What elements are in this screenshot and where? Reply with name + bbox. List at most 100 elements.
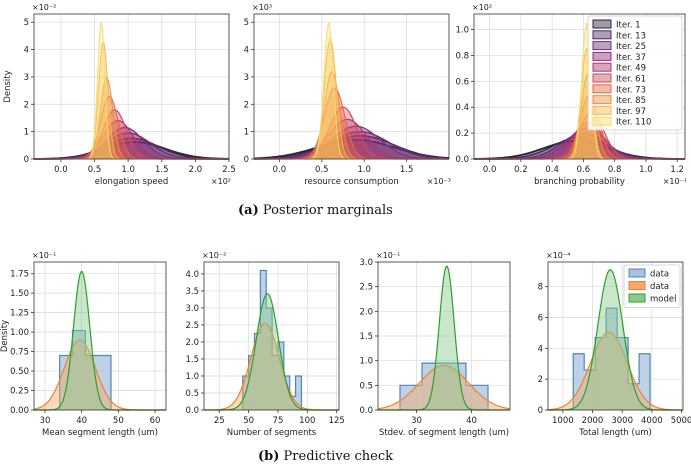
x-tick-label: 30 xyxy=(411,416,422,426)
x-tick-label: 40 xyxy=(76,416,87,426)
y-tick-label: 4 xyxy=(244,46,249,56)
y-tick-label: 0.5 xyxy=(359,381,373,391)
density-fill-8 xyxy=(474,73,685,159)
y-tick-label: 4 xyxy=(24,46,29,56)
x-tick-label: 1.2 xyxy=(670,165,684,175)
y-tick-label: 4 xyxy=(538,344,543,354)
data-kde-fill xyxy=(548,332,683,410)
legend-label-10: Iter. 110 xyxy=(616,118,651,128)
x-tick-label: 1.0 xyxy=(639,165,653,175)
y-tick-label: 2.5 xyxy=(185,321,199,331)
y-tick-label: 0 xyxy=(538,406,543,416)
y-tick-label: 1.0 xyxy=(185,372,199,382)
y-tick-label: 1.0 xyxy=(359,357,373,367)
y-tick-label: 0.8 xyxy=(455,51,469,61)
legend-swatch-3 xyxy=(592,41,612,51)
y-tick-label: 1.00 xyxy=(10,328,29,338)
chart-b2: 25 50 75 100 125 0.0 0.5 1.0 1.5 2.0 2.5 3.0 3.5 4.0 N… xyxy=(185,251,344,438)
hist-step xyxy=(572,307,651,410)
y-tick-label: 3 xyxy=(244,73,249,83)
density-fill-9 xyxy=(474,49,685,159)
y-tick-label: 2.5 xyxy=(359,283,373,293)
x-tick-label: 0.8 xyxy=(608,165,622,175)
y-tick-label: 0.4 xyxy=(455,103,469,113)
y-tick-label: 0.50 xyxy=(10,367,29,377)
y-tick-label: 2.0 xyxy=(185,338,199,348)
density-fill-2 xyxy=(474,137,685,159)
hist-bar xyxy=(584,369,596,410)
legend-label-9: Iter. 97 xyxy=(616,107,646,117)
x-tick-label: 1000 xyxy=(552,416,574,426)
y-tick-label: 1.25 xyxy=(10,309,29,319)
density-fill-5 xyxy=(474,122,685,159)
data-kde-fill xyxy=(204,323,339,410)
caption-b-tag: (b) xyxy=(258,449,280,464)
model-kde-fill xyxy=(204,293,339,410)
legend-swatch-8 xyxy=(592,95,612,105)
hist-bar xyxy=(466,385,488,410)
chart-a2: 0.0 0.5 1.0 1.5 0 1 2 3 4 5 resource consumption ×1… xyxy=(244,3,451,187)
y-tick-label: 3 xyxy=(24,73,29,83)
x-tick-label: 40 xyxy=(466,416,477,426)
hist-bar xyxy=(639,353,651,410)
y-tick-label: 3.5 xyxy=(185,287,199,297)
hist-bar xyxy=(266,307,273,410)
x-axis-label: Number of segments xyxy=(227,428,317,438)
plot-frame xyxy=(203,261,340,411)
y-tick-label: 0.25 xyxy=(10,387,29,397)
y-scale-label: ×10⁻⁴ xyxy=(546,251,570,260)
hist-bar xyxy=(248,355,255,410)
density-fill-6 xyxy=(254,107,449,159)
legend-swatch-10 xyxy=(592,116,612,126)
y-tick-label: 1 xyxy=(244,128,249,138)
hist-step xyxy=(59,329,112,410)
y-tick-label: 2 xyxy=(538,375,543,385)
density-fill-2 xyxy=(34,138,229,159)
x-axis-label: elongation speed xyxy=(95,177,168,187)
hist-step xyxy=(399,362,489,410)
legend-swatch-5 xyxy=(592,62,612,72)
legend-swatch-3 xyxy=(628,293,646,303)
x-scale-label: ×10⁻³ xyxy=(427,177,451,186)
density-fill-3 xyxy=(34,133,229,159)
x-tick-label: 0.6 xyxy=(577,165,591,175)
caption-a-text: Posterior marginals xyxy=(262,203,393,218)
x-axis-label: resource consumption xyxy=(304,177,399,187)
x-tick-label: 3000 xyxy=(611,416,633,426)
density-line-2 xyxy=(254,134,450,160)
density-fill-5 xyxy=(254,119,449,159)
chart-a1: 0.0 0.5 1.0 1.5 2.0 2.5 0 1 2 3 4 5 elongation speed… xyxy=(3,3,236,187)
y-scale-label: ×10⁻² xyxy=(32,3,56,12)
chart-b3: 30 40 0.0 0.5 1.0 1.5 2.0 2.5 3.0 Stdev. of segme… xyxy=(359,251,511,438)
chart-b4: 1000 2000 3000 4000 5000 0 2 4 6 8 Total length (u… xyxy=(538,251,691,438)
density-fill-6 xyxy=(474,112,685,159)
hist-bar xyxy=(628,383,640,410)
x-axis-label: Mean segment length (um) xyxy=(42,428,158,438)
density-fill-3 xyxy=(474,133,685,159)
y-tick-label: 2 xyxy=(24,100,29,110)
data-kde-fill xyxy=(34,339,166,410)
x-tick-label: 0.5 xyxy=(315,165,329,175)
plot-frame xyxy=(253,13,450,160)
y-tick-label: 4.0 xyxy=(185,270,199,280)
legend-swatch-2 xyxy=(592,30,612,40)
x-tick-label: 50 xyxy=(113,416,124,426)
legend-swatch-7 xyxy=(592,84,612,94)
y-tick-label: 8 xyxy=(538,283,543,293)
x-tick-label: 0.2 xyxy=(514,165,528,175)
x-tick-label: 2.0 xyxy=(189,165,203,175)
y-scale-label: ×10² xyxy=(472,3,492,12)
x-axis-label: branching probability xyxy=(534,177,625,187)
x-tick-label: 100 xyxy=(299,416,315,426)
hist-bar xyxy=(85,355,99,410)
y-tick-label: 1.5 xyxy=(359,332,373,342)
legend-swatch-1 xyxy=(628,268,646,278)
density-fill-7 xyxy=(254,88,449,159)
y-tick-label: 5 xyxy=(24,18,29,28)
y-tick-label: 2 xyxy=(244,100,249,110)
legend-label-6: Iter. 61 xyxy=(616,75,646,85)
x-tick-label: 50 xyxy=(243,416,254,426)
y-tick-label: 6 xyxy=(538,314,543,324)
y-tick-label: 1.75 xyxy=(10,270,29,280)
legend-swatch-4 xyxy=(592,51,612,61)
